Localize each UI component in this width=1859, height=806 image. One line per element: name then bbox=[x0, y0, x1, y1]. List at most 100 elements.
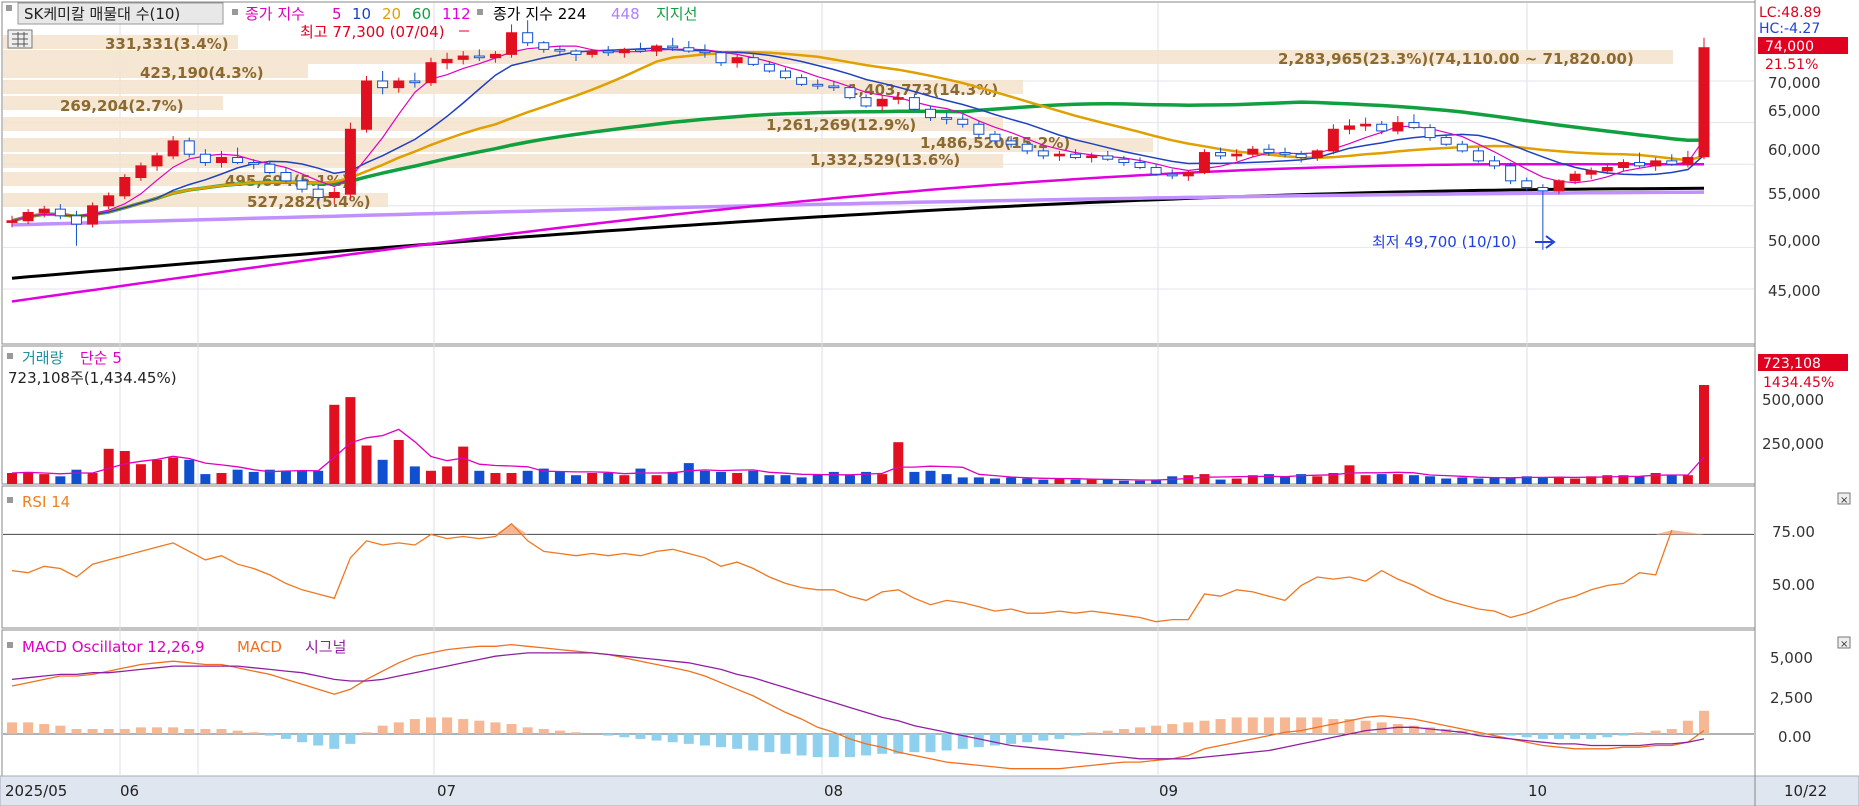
low-arrow-icon bbox=[1535, 235, 1556, 249]
volume-bar bbox=[780, 475, 791, 484]
volume-profile-label: 2,283,965(23.3%)(74,110.00 ~ 71,820.00) bbox=[1278, 50, 1634, 68]
candle-body bbox=[1231, 153, 1243, 157]
candle-body bbox=[280, 172, 292, 182]
candle-body bbox=[1182, 172, 1194, 177]
macd-oscillator-bar bbox=[200, 728, 211, 734]
volume-bar bbox=[55, 476, 66, 484]
candle-body bbox=[1601, 167, 1613, 172]
candle-body bbox=[38, 208, 50, 213]
candle-body bbox=[989, 133, 1001, 142]
date-axis-bar bbox=[0, 775, 1859, 806]
candle-body bbox=[1392, 122, 1404, 132]
volume-bullet-icon bbox=[7, 353, 13, 359]
rsi-line bbox=[11, 522, 1673, 623]
volume-profile-band bbox=[3, 80, 1023, 94]
volume-bar bbox=[1215, 479, 1226, 484]
volume-bar bbox=[361, 445, 372, 484]
volume-bar bbox=[313, 470, 324, 484]
date-label: 07 bbox=[437, 782, 456, 800]
candle-body bbox=[103, 195, 115, 207]
macd-tick: 0.00 bbox=[1778, 728, 1811, 746]
volume-bar bbox=[1570, 478, 1581, 484]
volume-bar bbox=[1102, 479, 1113, 484]
candle-body bbox=[1440, 137, 1452, 145]
macd-oscillator-bar bbox=[973, 733, 984, 748]
candle-body bbox=[1553, 180, 1565, 192]
volume-bar bbox=[1376, 474, 1387, 484]
volume-bar bbox=[232, 469, 243, 484]
volume-bar bbox=[442, 466, 453, 484]
volume-bar bbox=[989, 478, 1000, 484]
macd-oscillator-bar bbox=[1296, 717, 1307, 734]
volume-profile-label: 1,332,529(13.6%) bbox=[810, 151, 960, 169]
volume-bar bbox=[264, 469, 275, 484]
macd-oscillator-bar bbox=[683, 733, 694, 744]
macd-oscillator-bar bbox=[1263, 717, 1274, 734]
candle-body bbox=[1617, 162, 1629, 169]
candle-body bbox=[457, 55, 469, 60]
macd-oscillator-bar bbox=[1215, 719, 1226, 734]
macd-oscillator-bar bbox=[1650, 730, 1661, 734]
macd-oscillator-bar bbox=[861, 733, 872, 756]
macd-oscillator-bar bbox=[1167, 724, 1178, 734]
macd-close-glyph: × bbox=[1840, 639, 1848, 650]
candle-body bbox=[54, 208, 66, 217]
ma-period-5: 5 bbox=[332, 5, 342, 23]
candle-body bbox=[1215, 152, 1227, 157]
candle-body bbox=[119, 177, 131, 197]
volume-bar bbox=[1038, 479, 1049, 484]
volume-bar bbox=[297, 470, 308, 484]
macd-oscillator-bar bbox=[538, 728, 549, 734]
hc-label: HC:-4.27 bbox=[1759, 21, 1820, 37]
macd-oscillator-bar bbox=[1135, 727, 1145, 734]
macd-oscillator-bar bbox=[1441, 728, 1452, 734]
moving-averages bbox=[11, 45, 1705, 303]
ma224-line bbox=[11, 186, 1705, 280]
candle-body bbox=[1666, 160, 1678, 165]
macd-oscillator-bar bbox=[812, 733, 823, 758]
candle-body bbox=[1086, 155, 1098, 159]
volume-bar bbox=[1457, 477, 1468, 484]
volume-profile-label: 331,331(3.4%) bbox=[105, 35, 229, 53]
candle-body bbox=[538, 42, 550, 50]
macd-oscillator-bar bbox=[264, 733, 275, 736]
indicator-settings-button[interactable] bbox=[17, 2, 224, 25]
macd-oscillator-bar bbox=[152, 727, 163, 734]
rsi-bullet-icon bbox=[7, 497, 13, 503]
candle-body bbox=[1070, 153, 1082, 159]
volume-bar bbox=[1199, 474, 1210, 484]
volume-bar bbox=[893, 442, 904, 484]
macd-oscillator-bar bbox=[184, 728, 195, 734]
candle-body bbox=[1263, 148, 1275, 154]
price-tick: 65,000 bbox=[1768, 102, 1821, 120]
volume-bar bbox=[39, 474, 50, 484]
candle-body bbox=[1134, 162, 1146, 169]
candle-body bbox=[377, 80, 389, 89]
macd-oscillator-bar bbox=[506, 724, 517, 734]
volume-bar bbox=[1247, 475, 1258, 484]
volume-bar bbox=[1328, 473, 1339, 484]
ma-period-60: 60 bbox=[412, 5, 431, 23]
volume-bar bbox=[1118, 480, 1129, 484]
candle-body bbox=[135, 165, 147, 179]
macd-oscillator-bar bbox=[909, 733, 920, 753]
candle-body bbox=[1569, 173, 1581, 182]
macd-oscillator-bar bbox=[989, 733, 1000, 746]
candle-body bbox=[1537, 186, 1549, 192]
volume-bar bbox=[635, 468, 646, 484]
macd-close-icon[interactable] bbox=[1837, 636, 1851, 649]
volume-profile-band bbox=[3, 50, 1673, 64]
ma20-line bbox=[11, 50, 1705, 223]
macd-oscillator-bar bbox=[796, 733, 807, 756]
candle-body bbox=[1247, 148, 1259, 155]
volume-bar bbox=[522, 470, 533, 484]
volume-bar bbox=[329, 404, 340, 484]
macd-oscillator-bar bbox=[490, 722, 501, 734]
candle-body bbox=[1521, 180, 1533, 188]
macd-oscillator-bar bbox=[651, 733, 662, 741]
rsi-close-icon[interactable] bbox=[1837, 492, 1851, 505]
macd-oscillator-bar bbox=[1618, 733, 1629, 736]
price-tick: 55,000 bbox=[1768, 185, 1821, 203]
candle-body bbox=[248, 162, 260, 165]
